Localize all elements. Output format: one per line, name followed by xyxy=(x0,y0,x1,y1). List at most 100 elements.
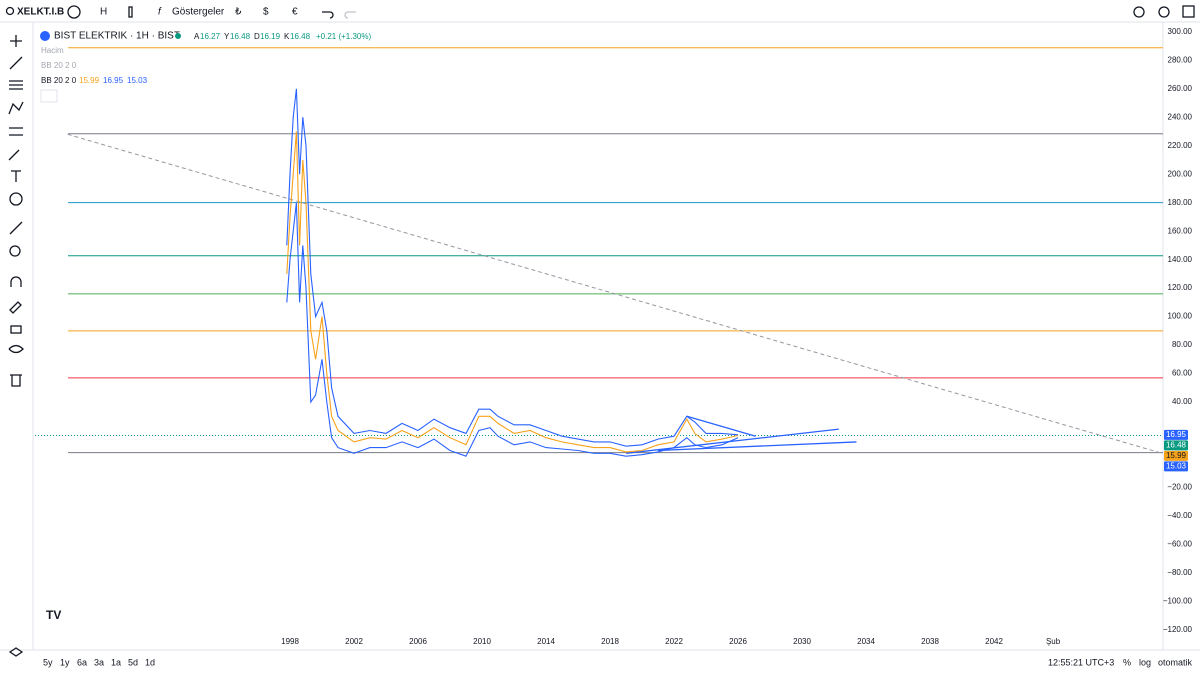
lock-tool[interactable] xyxy=(10,325,22,334)
currency[interactable]: $ xyxy=(263,7,269,18)
range-button[interactable]: 6a xyxy=(77,657,87,667)
magnet-tool[interactable] xyxy=(10,276,22,287)
interval[interactable]: H xyxy=(100,7,107,18)
range-button[interactable]: 3a xyxy=(94,657,104,667)
price-tag-label: 15.99 xyxy=(1166,451,1187,460)
change: +0.21 (+1.30%) xyxy=(316,32,371,41)
ohlc-value: 16.48 xyxy=(230,32,251,41)
ruler-tool[interactable] xyxy=(9,221,23,235)
hide-tool[interactable] xyxy=(8,344,24,354)
y-tick-label: −120.00 xyxy=(1163,625,1193,634)
x-tick-label: 2030 xyxy=(793,637,811,646)
x-tick-label: 2018 xyxy=(601,637,619,646)
price-tag xyxy=(1164,450,1188,461)
currency[interactable]: € xyxy=(292,7,298,18)
trend-tool[interactable] xyxy=(9,56,23,70)
trend-line xyxy=(625,428,839,454)
ohlc-key: A xyxy=(194,32,200,41)
collapse-legend[interactable] xyxy=(40,89,58,103)
market-status xyxy=(175,33,181,39)
trend-line xyxy=(658,441,857,452)
volume-label: Hacim xyxy=(41,46,64,55)
ohlc-key: D xyxy=(254,32,260,41)
settings[interactable] xyxy=(1158,6,1170,18)
y-tick-label: 120.00 xyxy=(1168,283,1193,292)
y-tick-label: 220.00 xyxy=(1168,141,1193,150)
log-toggle[interactable]: log xyxy=(1139,657,1151,667)
bb-value: 15.99 xyxy=(79,76,100,85)
y-tick-label: 180.00 xyxy=(1168,198,1193,207)
x-tick-label: 1998 xyxy=(281,637,299,646)
range-button[interactable]: 1y xyxy=(60,657,70,667)
drawing-tools xyxy=(8,35,24,657)
price-tag-label: 16.95 xyxy=(1166,430,1187,439)
y-tick-label: 160.00 xyxy=(1168,226,1193,235)
x-tick-label: Şub xyxy=(1046,637,1061,646)
price-line xyxy=(286,88,739,447)
chart-type[interactable] xyxy=(128,6,133,18)
price-tag xyxy=(1164,461,1188,472)
zoom-tool[interactable] xyxy=(9,245,21,257)
x-tick-label: 2014 xyxy=(537,637,555,646)
y-tick-label: 260.00 xyxy=(1168,84,1193,93)
y-tick-label: −80.00 xyxy=(1167,568,1192,577)
forecast-tool[interactable] xyxy=(9,127,23,136)
snapshot[interactable] xyxy=(1182,5,1195,18)
range-button[interactable]: 1a xyxy=(111,657,121,667)
delete-tool[interactable] xyxy=(10,374,22,387)
symbol-logo xyxy=(40,31,50,41)
bb-value: 16.95 xyxy=(103,76,124,85)
brush-tool[interactable] xyxy=(8,149,20,161)
y-tick-label: 140.00 xyxy=(1168,255,1193,264)
x-tick-label: 2002 xyxy=(345,637,363,646)
text-tool[interactable] xyxy=(11,170,21,182)
quick-search[interactable] xyxy=(1133,6,1145,18)
y-tick-label: −40.00 xyxy=(1167,511,1192,520)
range-button[interactable]: 5d xyxy=(128,657,138,667)
y-tick-label: 60.00 xyxy=(1172,369,1193,378)
x-tick-label: 2026 xyxy=(729,637,747,646)
redo[interactable] xyxy=(344,11,356,19)
layers[interactable] xyxy=(8,647,24,657)
currency[interactable]: ₺ xyxy=(235,7,242,18)
clock: 12:55:21 UTC+3 xyxy=(1048,657,1114,667)
fib-tool[interactable] xyxy=(9,80,23,90)
symbol[interactable]: XELKT.I.B xyxy=(17,7,64,18)
price-tag xyxy=(1164,429,1188,440)
bb-hidden-label: BB 20 2 0 xyxy=(41,61,77,70)
trend-line xyxy=(686,415,756,437)
x-tick-label: 2022 xyxy=(665,637,683,646)
y-tick-label: 300.00 xyxy=(1168,27,1193,36)
x-tick-label: 2042 xyxy=(985,637,1003,646)
price-tag-label: 15.03 xyxy=(1166,461,1187,470)
ohlc-value: 16.19 xyxy=(260,32,281,41)
undo[interactable] xyxy=(322,11,334,19)
price-line xyxy=(286,131,739,453)
cross-tool[interactable] xyxy=(10,35,22,47)
y-tick-label: 200.00 xyxy=(1168,169,1193,178)
indicators[interactable]: Göstergeler xyxy=(172,7,225,18)
ohlc-key: K xyxy=(284,32,290,41)
search-icon[interactable] xyxy=(5,6,15,16)
y-tick-label: 100.00 xyxy=(1168,312,1193,321)
percent-toggle[interactable]: % xyxy=(1123,657,1131,667)
lock-draw[interactable] xyxy=(9,301,22,314)
legend-title: BIST ELEKTRIK · 1H · BIST xyxy=(54,31,180,42)
range-button[interactable]: 5y xyxy=(43,657,53,667)
price-tag-label: 16.48 xyxy=(1166,440,1187,449)
range-button[interactable]: 1d xyxy=(145,657,155,667)
y-tick-label: 280.00 xyxy=(1168,55,1193,64)
ohlc-value: 16.27 xyxy=(200,32,221,41)
y-tick-label: 240.00 xyxy=(1168,112,1193,121)
x-tick-label: 2034 xyxy=(857,637,875,646)
price-tag xyxy=(1164,440,1188,451)
y-tick-label: −100.00 xyxy=(1163,597,1193,606)
emoji-tool[interactable] xyxy=(9,192,23,206)
add-symbol[interactable] xyxy=(67,5,81,19)
auto-toggle[interactable]: otomatik xyxy=(1158,657,1193,667)
pattern-tool[interactable] xyxy=(8,101,24,115)
x-tick-label: 2006 xyxy=(409,637,427,646)
x-tick-label: 2038 xyxy=(921,637,939,646)
